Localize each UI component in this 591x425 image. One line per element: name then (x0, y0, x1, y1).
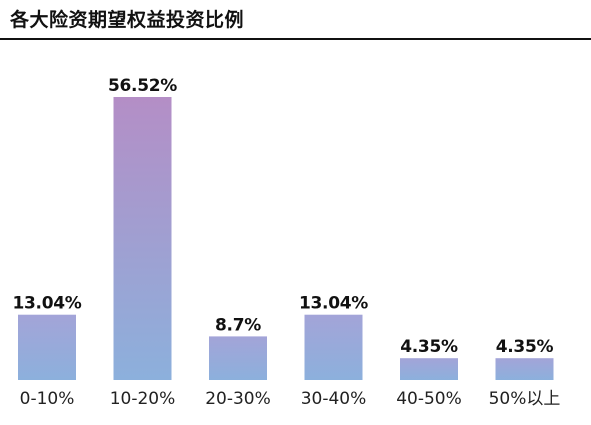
category-label-2: 10-20% (110, 389, 176, 409)
title-divider (0, 38, 591, 40)
bar-value-label-1: 13.04% (12, 294, 81, 314)
bar-1 (18, 314, 76, 380)
bar-4 (304, 314, 363, 380)
category-label-4: 30-40% (301, 389, 367, 409)
category-label-1: 0-10% (20, 389, 75, 409)
chart-title: 各大险资期望权益投资比例 (10, 9, 245, 31)
bar-value-label-6: 4.35% (496, 337, 554, 357)
bar-value-label-4: 13.04% (299, 294, 368, 314)
bar-value-label-3: 8.7% (215, 315, 261, 335)
bar-2 (113, 97, 172, 380)
bars-layer (18, 97, 554, 380)
bar-6 (495, 358, 554, 380)
bar-value-label-2: 56.52% (108, 76, 177, 96)
category-label-3: 20-30% (205, 389, 271, 409)
bar-5 (400, 358, 458, 380)
category-label-5: 40-50% (396, 389, 462, 409)
bar-3 (209, 336, 267, 380)
category-label-6: 50%以上 (489, 389, 561, 409)
bar-value-label-5: 4.35% (400, 337, 458, 357)
category-labels-layer: 0-10% 10-20% 20-30% 30-40% 40-50% 50%以上 (20, 389, 561, 409)
value-labels-layer: 13.04% 56.52% 8.7% 13.04% 4.35% 4.35% (12, 76, 553, 357)
